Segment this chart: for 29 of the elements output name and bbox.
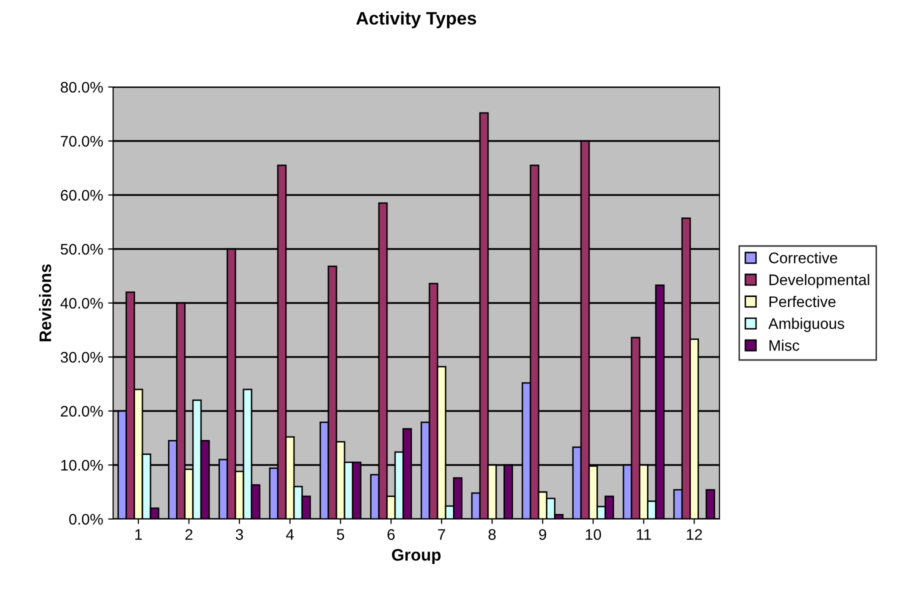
legend-label: Corrective	[769, 252, 838, 264]
legend-label: Misc	[770, 340, 800, 351]
x-tick-label: 10	[586, 529, 602, 540]
x-tick-label: 7	[438, 529, 446, 540]
x-tick-label: 1	[135, 529, 142, 540]
x-tick-label: 3	[236, 529, 244, 540]
x-tick-label: 5	[336, 529, 344, 540]
x-tick-label: 9	[539, 529, 546, 540]
legend-label: Perfective	[770, 296, 836, 308]
y-tick-label: 70.0%	[60, 136, 103, 147]
y-tick-label: 20.0%	[60, 406, 103, 417]
legend-label: Developmental	[770, 274, 870, 288]
y-tick-label: 50.0%	[60, 244, 103, 255]
x-tick-label: 12	[686, 529, 702, 540]
y-tick-label: 40.0%	[60, 298, 103, 309]
x-tick-label: 2	[185, 529, 192, 540]
legend-label: Ambiguous	[768, 318, 844, 332]
y-axis-title: Revisions	[38, 264, 52, 342]
x-tick-label: 6	[388, 529, 395, 540]
x-axis-title: Group	[392, 548, 441, 564]
y-tick-label: 0.0%	[69, 514, 103, 525]
x-tick-label: 4	[286, 529, 294, 540]
y-tick-label: 80.0%	[60, 82, 103, 93]
chart-title: Activity Types	[356, 11, 476, 28]
y-tick-label: 10.0%	[61, 460, 103, 471]
x-tick-label: 11	[636, 529, 651, 540]
x-tick-label: 8	[488, 529, 496, 540]
y-tick-label: 30.0%	[60, 352, 103, 363]
y-tick-label: 60.0%	[60, 190, 103, 201]
